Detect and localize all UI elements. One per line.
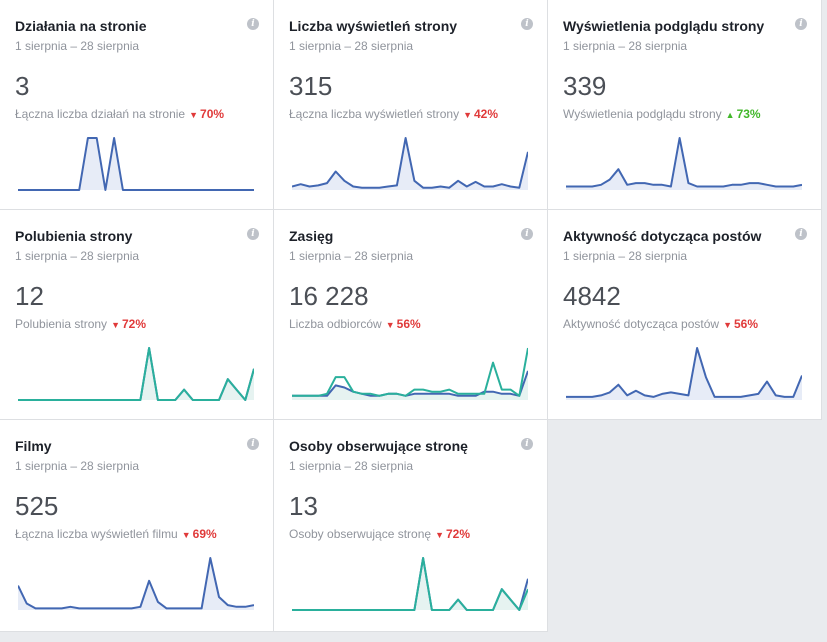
change-arrow-icon: ▼ [189, 110, 199, 120]
sparkline-area [18, 558, 254, 610]
change-percent: 72% [121, 317, 147, 331]
metric-subtitle-text: Aktywność dotycząca postów [563, 317, 720, 331]
sparkline-area [292, 370, 528, 400]
metric-value: 339 [563, 71, 607, 101]
sparkline-series-0 [18, 347, 254, 401]
sparkline-series-0 [18, 137, 254, 191]
metric-subtitle: Liczba odbiorców ▼ 56% [289, 317, 421, 331]
card-title: Polubienia strony [15, 228, 133, 244]
info-icon[interactable]: i [521, 438, 533, 450]
change-percent: 42% [474, 107, 499, 121]
metric-subtitle: Osoby obserwujące stronę ▼ 72% [289, 527, 470, 541]
sparkline-chart [566, 137, 802, 190]
metric-subtitle-text: Łączna liczba działań na stronie [15, 107, 186, 121]
metric-subtitle: Łączna liczba działań na stronie ▼ 70% [15, 107, 224, 121]
card-videos[interactable]: Filmy i 1 sierpnia – 28 sierpnia 525 Łąc… [0, 420, 274, 632]
change-arrow-icon: ▼ [181, 530, 191, 540]
date-range: 1 sierpnia – 28 sierpnia [289, 459, 414, 473]
metric-subtitle-text: Osoby obserwujące stronę [289, 527, 432, 541]
metric-subtitle-text: Łączna liczba wyświetleń filmu [15, 527, 178, 541]
card-page-likes[interactable]: Polubienia strony i 1 sierpnia – 28 sier… [0, 210, 274, 420]
card-post-engagement[interactable]: Aktywność dotycząca postów i 1 sierpnia … [548, 210, 822, 420]
date-range: 1 sierpnia – 28 sierpnia [289, 39, 414, 53]
sparkline-series-1 [292, 557, 528, 611]
sparkline-series-1 [18, 347, 254, 401]
card-page-views[interactable]: Liczba wyświetleń strony i 1 sierpnia – … [274, 0, 548, 210]
change-arrow-icon: ▼ [385, 320, 395, 330]
sparkline-series-0 [292, 557, 528, 611]
metric-subtitle: Łączna liczba wyświetleń strony ▼ 42% [289, 107, 498, 121]
sparkline-series-0 [292, 137, 528, 189]
info-icon[interactable]: i [247, 18, 259, 30]
sparkline-chart [18, 137, 254, 191]
date-range: 1 sierpnia – 28 sierpnia [289, 249, 414, 263]
metric-subtitle-text: Polubienia strony [15, 317, 108, 331]
sparkline-area [292, 558, 528, 610]
date-range: 1 sierpnia – 28 sierpnia [15, 459, 140, 473]
change-percent: 69% [192, 527, 217, 541]
metric-subtitle: Polubienia strony ▼ 72% [15, 317, 146, 331]
info-icon[interactable]: i [247, 438, 259, 450]
date-range: 1 sierpnia – 28 sierpnia [563, 39, 688, 53]
metric-subtitle: Łączna liczba wyświetleń filmu ▼ 69% [15, 527, 217, 541]
metric-value: 4842 [563, 281, 621, 311]
metric-value: 16 228 [289, 281, 369, 311]
sparkline-series-0 [566, 137, 802, 188]
card-title: Wyświetlenia podglądu strony [563, 18, 765, 34]
change-percent: 56% [396, 317, 421, 331]
sparkline-chart [18, 557, 254, 610]
metric-value: 12 [15, 281, 44, 311]
sparkline-series-0 [18, 557, 254, 610]
sparkline-area [566, 348, 802, 400]
metric-subtitle-text: Wyświetlenia podglądu strony [563, 107, 722, 121]
date-range: 1 sierpnia – 28 sierpnia [563, 249, 688, 263]
change-percent: 72% [446, 527, 471, 541]
info-icon[interactable]: i [521, 228, 533, 240]
metric-subtitle: Wyświetlenia podglądu strony ▲ 73% [563, 107, 761, 121]
sparkline-chart [566, 347, 802, 400]
sparkline-chart [292, 137, 528, 190]
change-arrow-icon: ▼ [463, 110, 472, 120]
info-icon[interactable]: i [795, 18, 807, 30]
card-title: Aktywność dotycząca postów [563, 228, 762, 244]
info-icon[interactable]: i [247, 228, 259, 240]
sparkline-series-1 [292, 347, 528, 397]
change-percent: 56% [734, 317, 759, 331]
sparkline-chart [292, 347, 528, 400]
info-icon[interactable]: i [521, 18, 533, 30]
change-percent: 70% [200, 107, 225, 121]
metric-value: 525 [15, 491, 59, 521]
change-percent: 73% [736, 107, 761, 121]
change-arrow-icon: ▲ [725, 110, 735, 120]
sparkline-area [18, 138, 254, 190]
card-page-previews[interactable]: Wyświetlenia podglądu strony i 1 sierpni… [548, 0, 822, 210]
card-title: Zasięg [289, 228, 334, 244]
metric-subtitle-text: Liczba odbiorców [289, 317, 382, 331]
card-page-actions[interactable]: Działania na stronie i 1 sierpnia – 28 s… [0, 0, 274, 210]
card-title: Filmy [15, 438, 52, 454]
change-arrow-icon: ▼ [111, 320, 120, 330]
metric-value: 315 [289, 71, 333, 101]
card-title: Liczba wyświetleń strony [289, 18, 458, 34]
metric-value: 3 [15, 71, 30, 101]
info-icon[interactable]: i [795, 228, 807, 240]
date-range: 1 sierpnia – 28 sierpnia [15, 39, 140, 53]
card-title: Osoby obserwujące stronę [289, 438, 468, 454]
sparkline-series-0 [292, 370, 528, 397]
sparkline-area [18, 348, 254, 400]
metric-value: 13 [289, 491, 318, 521]
date-range: 1 sierpnia – 28 sierpnia [15, 249, 140, 263]
sparkline-series-0 [566, 347, 802, 398]
card-title: Działania na stronie [15, 18, 147, 34]
change-arrow-icon: ▼ [435, 530, 444, 540]
metric-subtitle: Aktywność dotycząca postów ▼ 56% [563, 317, 758, 331]
sparkline-chart [18, 347, 254, 401]
sparkline-chart [292, 557, 528, 611]
metric-subtitle-text: Łączna liczba wyświetleń strony [289, 107, 460, 121]
card-reach[interactable]: Zasięg i 1 sierpnia – 28 sierpnia 16 228… [274, 210, 548, 420]
card-page-followers[interactable]: Osoby obserwujące stronę i 1 sierpnia – … [274, 420, 548, 632]
change-arrow-icon: ▼ [723, 320, 732, 330]
